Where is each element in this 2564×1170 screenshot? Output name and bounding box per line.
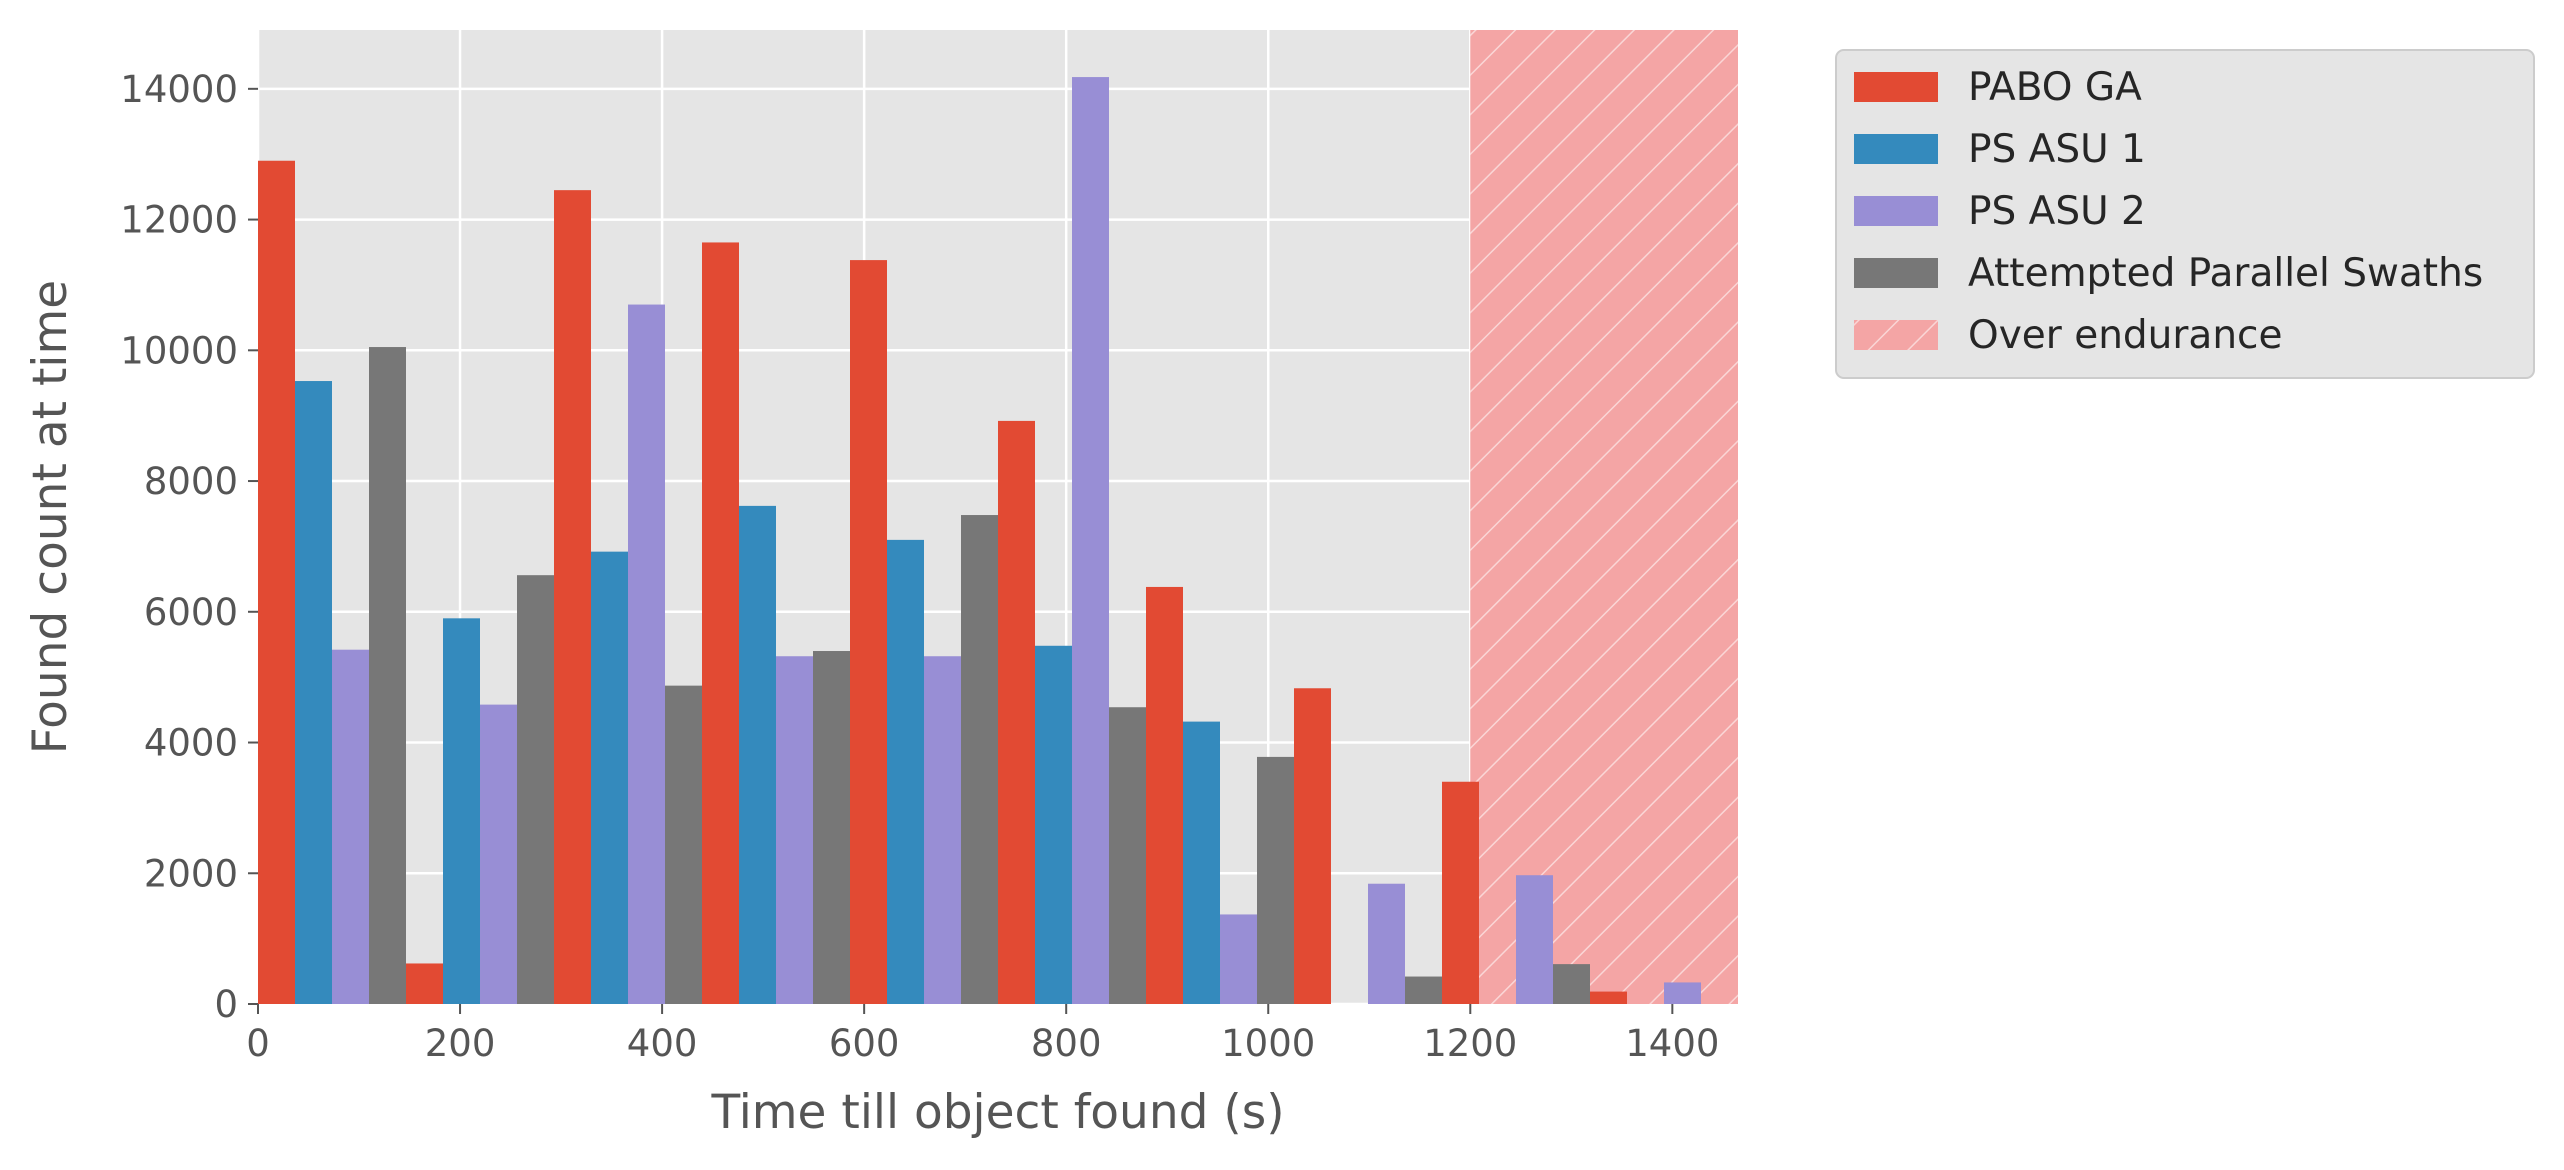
bar [591,551,628,1004]
bar [924,656,961,1004]
bar [628,304,665,1005]
bar [406,963,443,1004]
bar [1035,645,1072,1004]
bar [1590,991,1627,1004]
x-tick-label: 800 [1031,1022,1102,1065]
bar [1220,914,1257,1004]
x-tick-label: 0 [246,1022,270,1065]
bar [480,704,517,1004]
bar [369,347,406,1004]
bar [1294,688,1331,1004]
y-tick-label: 4000 [144,722,238,765]
legend-label: PS ASU 1 [1968,127,2146,172]
legend-box [1835,49,2535,379]
bars [258,77,1701,1005]
x-tick-label: 1000 [1221,1022,1315,1065]
bar [998,420,1035,1005]
y-tick-label: 8000 [144,460,238,503]
y-tick-label: 2000 [144,852,238,895]
bar [554,190,591,1004]
bar [887,539,924,1004]
legend-swatch [1854,196,1938,226]
axis-ticks: 0 200 400 600 800 1000 1200 1400020004000600080… [120,68,1719,1065]
bar [1405,976,1442,1004]
legend-swatch [1854,258,1938,288]
legend-label: PS ASU 2 [1968,189,2146,234]
bar [443,618,480,1004]
bar [1257,756,1294,1004]
bar [1516,875,1553,1004]
y-tick-label: 10000 [120,329,238,372]
bar [850,260,887,1004]
bar [961,515,998,1004]
bar [332,649,369,1004]
legend-label: PABO GA [1968,65,2142,110]
y-axis-title: Found count at time [23,280,78,754]
y-tick-label: 14000 [120,68,238,111]
bar [1183,721,1220,1004]
x-axis-title: Time till object found (s) [710,1085,1284,1140]
x-tick-label: 1400 [1625,1022,1719,1065]
legend-label: Attempted Parallel Swaths [1968,251,2483,296]
over-endurance-region [1470,30,1738,1004]
bar [1109,707,1146,1004]
bar [1072,77,1109,1004]
y-tick-label: 12000 [120,199,238,242]
bar [1368,883,1405,1004]
bar [776,656,813,1004]
x-tick-label: 1200 [1423,1022,1517,1065]
x-tick-label: 200 [425,1022,496,1065]
x-tick-label: 400 [627,1022,698,1065]
over-endurance-hatch [1470,30,1738,1004]
bar [1442,781,1479,1004]
y-tick-label: 0 [214,983,238,1026]
bar [813,651,850,1004]
legend-label: Over endurance [1968,313,2282,358]
bar [517,575,554,1004]
bar [258,160,295,1004]
y-tick-label: 6000 [144,591,238,634]
legend-swatch-hatch [1854,320,1938,350]
bar [1553,964,1590,1004]
bar [702,242,739,1005]
legend-swatch [1854,72,1938,102]
legend: PABO GA PS ASU 1 PS ASU 2 Attempted Paralle… [1835,49,2535,379]
bar [1146,586,1183,1004]
bar [295,381,332,1004]
x-tick-label: 600 [829,1022,900,1065]
legend-swatch [1854,134,1938,164]
bar [665,685,702,1004]
bar [1664,982,1701,1004]
bar [739,505,776,1004]
